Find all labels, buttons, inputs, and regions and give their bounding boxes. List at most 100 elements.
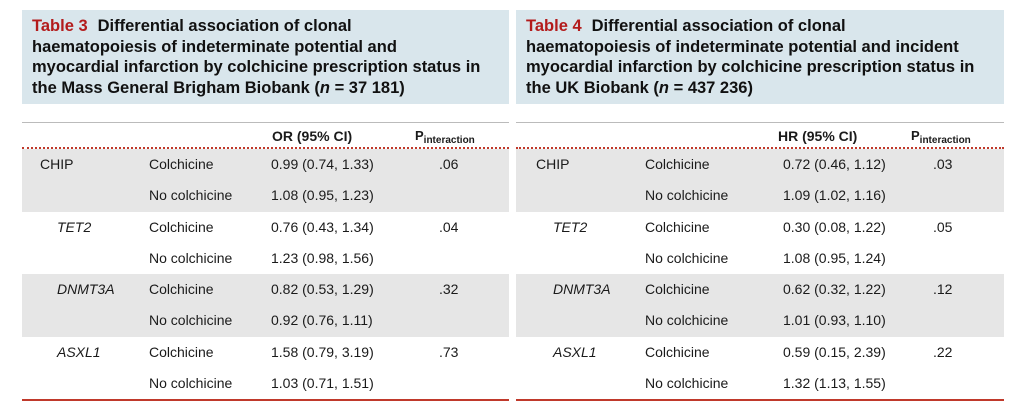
- caption-line: haematopoiesis of indeterminate potentia…: [32, 37, 397, 56]
- value-cell: 0.62 (0.32, 1.22): [783, 281, 886, 297]
- table-bottom-rule: [516, 399, 1004, 401]
- value-cell: 0.82 (0.53, 1.29): [271, 281, 374, 297]
- caption-line: Differential association of clonal: [97, 17, 352, 35]
- status-cell: Colchicine: [149, 218, 214, 235]
- table-4-caption: Table 4 Differential association of clona…: [516, 10, 1004, 104]
- value-cell: 1.01 (0.93, 1.10): [783, 312, 886, 328]
- table-row-group-dnmt3a: DNMT3A Colchicine 0.62 (0.32, 1.22) .12 …: [516, 274, 1004, 337]
- status-cell: Colchicine: [645, 218, 710, 235]
- gene-label: TET2: [553, 218, 588, 235]
- caption-line: the Mass General Brigham Biobank (: [32, 78, 320, 97]
- table-row-group-tet2: TET2 Colchicine 0.76 (0.43, 1.34) .04 No…: [22, 212, 509, 275]
- table-3-panel: Table 3 Differential association of clona…: [22, 10, 509, 409]
- status-cell: Colchicine: [149, 156, 214, 172]
- value-cell: 1.32 (1.13, 1.55): [783, 374, 886, 391]
- status-cell: No colchicine: [645, 249, 729, 266]
- p-value-cell: .12: [933, 281, 953, 297]
- gene-label: TET2: [57, 218, 92, 235]
- value-cell: 1.08 (0.95, 1.24): [783, 249, 886, 266]
- p-value-cell: .04: [439, 218, 459, 235]
- table-row: No colchicine 1.23 (0.98, 1.56): [22, 243, 509, 274]
- p-value-cell: .73: [439, 343, 459, 360]
- value-cell: 1.23 (0.98, 1.56): [271, 249, 374, 266]
- status-cell: Colchicine: [149, 343, 214, 360]
- status-cell: No colchicine: [149, 374, 233, 391]
- caption-line: the UK Biobank (: [526, 78, 659, 97]
- p-value-cell: .03: [933, 156, 953, 172]
- table-3-caption: Table 3 Differential association of clona…: [22, 10, 509, 104]
- status-cell: Colchicine: [149, 281, 214, 297]
- table-number: Table 3: [32, 17, 88, 35]
- status-cell: No colchicine: [149, 312, 233, 328]
- value-cell: 0.59 (0.15, 2.39): [783, 343, 886, 360]
- table-row: ASXL1 Colchicine 1.58 (0.79, 3.19) .73: [22, 337, 509, 368]
- status-cell: Colchicine: [645, 343, 710, 360]
- value-cell: 0.30 (0.08, 1.22): [783, 218, 886, 235]
- table-row: DNMT3A Colchicine 0.82 (0.53, 1.29) .32: [22, 274, 509, 305]
- table-row: DNMT3A Colchicine 0.62 (0.32, 1.22) .12: [516, 274, 1004, 305]
- caption-line: myocardial infarction by colchicine pres…: [32, 58, 481, 76]
- table-row-group-tet2: TET2 Colchicine 0.30 (0.08, 1.22) .05 No…: [516, 212, 1004, 275]
- value-cell: 0.76 (0.43, 1.34): [271, 218, 374, 235]
- sample-size: = 37 181): [330, 78, 405, 97]
- value-cell: 1.08 (0.95, 1.23): [271, 187, 374, 203]
- table-row-group-chip: CHIP Colchicine 0.72 (0.46, 1.12) .03 No…: [516, 149, 1004, 212]
- gene-label: CHIP: [536, 156, 570, 172]
- n-symbol: n: [658, 78, 670, 97]
- table-row-group-dnmt3a: DNMT3A Colchicine 0.82 (0.53, 1.29) .32 …: [22, 274, 509, 337]
- effect-column-header: OR (95% CI): [272, 128, 353, 144]
- p-value-cell: .22: [933, 343, 953, 360]
- table-header-row: HR (95% CI) Pinteraction: [516, 122, 1004, 147]
- p-main: P: [911, 128, 920, 143]
- gene-label: ASXL1: [553, 343, 597, 360]
- value-cell: 1.09 (1.02, 1.16): [783, 187, 886, 203]
- table-row-group-chip: CHIP Colchicine 0.99 (0.74, 1.33) .06 No…: [22, 149, 509, 212]
- table-4-panel: Table 4 Differential association of clona…: [516, 10, 1004, 409]
- status-cell: Colchicine: [645, 156, 710, 172]
- value-cell: 1.58 (0.79, 3.19): [271, 343, 374, 360]
- status-cell: No colchicine: [645, 187, 729, 203]
- table-row: TET2 Colchicine 0.30 (0.08, 1.22) .05: [516, 212, 1004, 243]
- header-divider: [516, 147, 1004, 149]
- table-row: No colchicine 1.01 (0.93, 1.10): [516, 305, 1004, 336]
- table-4-body: HR (95% CI) Pinteraction CHIP Colchicine…: [516, 122, 1004, 401]
- p-sub: interaction: [423, 135, 475, 146]
- status-cell: No colchicine: [645, 312, 729, 328]
- value-cell: 0.99 (0.74, 1.33): [271, 156, 374, 172]
- p-interaction-header: Pinteraction: [415, 128, 475, 146]
- table-bottom-rule: [22, 399, 509, 401]
- value-cell: 0.92 (0.76, 1.11): [271, 312, 373, 328]
- table-3-body: OR (95% CI) Pinteraction CHIP Colchicine…: [22, 122, 509, 401]
- effect-column-header: HR (95% CI): [778, 128, 858, 144]
- status-cell: No colchicine: [149, 249, 233, 266]
- caption-line: haematopoiesis of indeterminate potentia…: [526, 37, 959, 56]
- table-row: No colchicine 1.08 (0.95, 1.24): [516, 243, 1004, 274]
- p-interaction-header: Pinteraction: [911, 128, 971, 146]
- gene-label: DNMT3A: [553, 281, 611, 297]
- p-value-cell: .05: [933, 218, 953, 235]
- table-row: ASXL1 Colchicine 0.59 (0.15, 2.39) .22: [516, 337, 1004, 368]
- status-cell: Colchicine: [645, 281, 710, 297]
- table-row-group-asxl1: ASXL1 Colchicine 0.59 (0.15, 2.39) .22 N…: [516, 337, 1004, 400]
- table-row: CHIP Colchicine 0.72 (0.46, 1.12) .03: [516, 149, 1004, 180]
- gene-label: CHIP: [40, 156, 74, 172]
- status-cell: No colchicine: [149, 187, 233, 203]
- p-sub: interaction: [919, 135, 971, 146]
- value-cell: 0.72 (0.46, 1.12): [783, 156, 886, 172]
- n-symbol: n: [319, 78, 330, 97]
- p-value-cell: .32: [439, 281, 459, 297]
- table-row: No colchicine 0.92 (0.76, 1.11): [22, 305, 509, 336]
- table-number: Table 4: [526, 17, 582, 35]
- gene-label: ASXL1: [57, 343, 101, 360]
- table-row: TET2 Colchicine 0.76 (0.43, 1.34) .04: [22, 212, 509, 243]
- table-row: No colchicine 1.09 (1.02, 1.16): [516, 180, 1004, 211]
- sample-size: = 437 236): [669, 78, 753, 97]
- table-row-group-asxl1: ASXL1 Colchicine 1.58 (0.79, 3.19) .73 N…: [22, 337, 509, 400]
- value-cell: 1.03 (0.71, 1.51): [271, 374, 374, 391]
- header-divider: [22, 147, 509, 149]
- table-row: No colchicine 1.08 (0.95, 1.23): [22, 180, 509, 211]
- gene-label: DNMT3A: [57, 281, 115, 297]
- caption-line: Differential association of clonal: [591, 17, 846, 35]
- status-cell: No colchicine: [645, 374, 729, 391]
- table-header-row: OR (95% CI) Pinteraction: [22, 122, 509, 147]
